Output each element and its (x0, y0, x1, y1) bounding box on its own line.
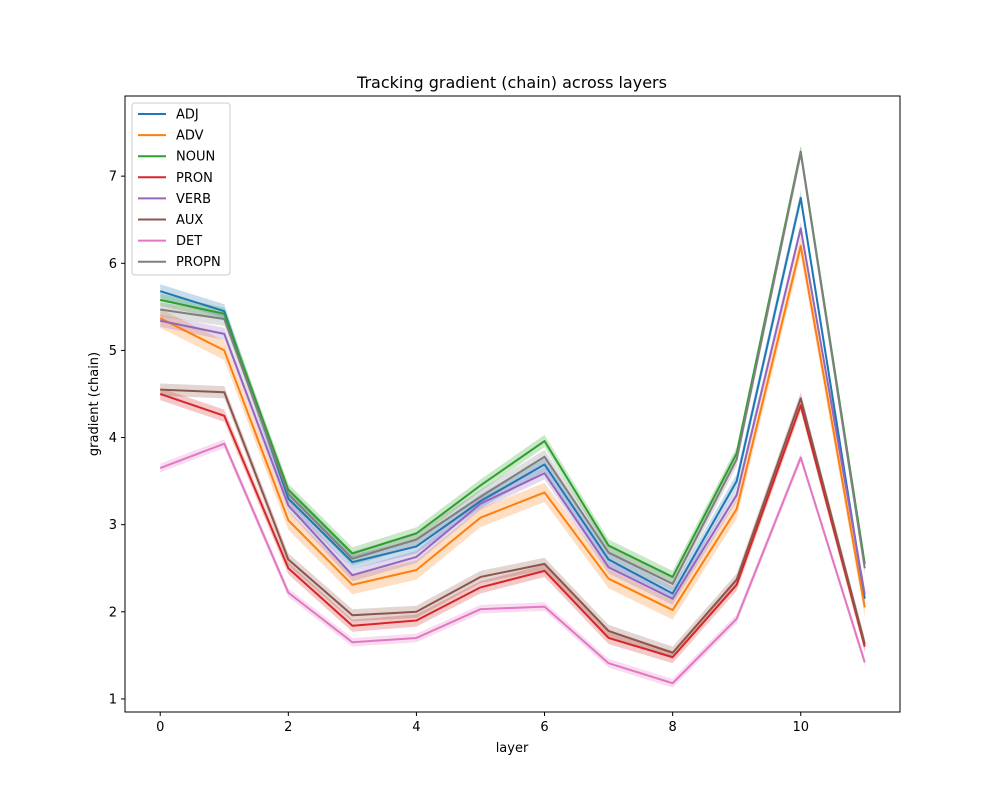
x-tick-label: 0 (156, 720, 164, 735)
legend-label-verb: VERB (176, 192, 211, 207)
series-line-propn (160, 151, 866, 585)
band-propn (160, 145, 865, 591)
legend-label-adj: ADJ (176, 108, 199, 123)
legend-label-det: DET (176, 234, 202, 249)
legend-box (131, 102, 231, 276)
series-line-pron (159, 393, 866, 659)
x-tick-label: 10 (792, 720, 809, 735)
x-tick-label: 6 (540, 720, 548, 735)
y-tick-label: 2 (109, 605, 117, 620)
legend-label-adv: ADV (176, 129, 204, 144)
x-tick-label: 4 (412, 720, 420, 735)
y-axis-label: gradient (chain) (87, 352, 102, 456)
legend-label-noun: NOUN (176, 150, 215, 165)
legend-label-pron: PRON (176, 171, 213, 186)
series-lines (159, 150, 866, 685)
series-line-aux (160, 388, 866, 654)
y-tick-label: 7 (109, 170, 117, 185)
y-tick-label: 3 (109, 518, 117, 533)
band-verb (160, 222, 865, 605)
legend-label-propn: PROPN (176, 255, 221, 270)
y-tick-label: 5 (109, 344, 117, 359)
y-tick-label: 1 (109, 692, 117, 707)
plot-frame (124, 95, 901, 713)
chart-title: Tracking gradient (chain) across layers (356, 73, 667, 92)
band-adj (160, 190, 865, 606)
x-tick-label: 2 (284, 720, 292, 735)
series-line-verb (160, 227, 866, 600)
y-tick-label: 6 (109, 257, 117, 272)
legend: ADJ ADV NOUN PRON VERB AUX DET PROPN (131, 102, 231, 276)
series-line-adv (159, 244, 866, 612)
series-line-det (159, 442, 866, 685)
x-tick-label: 8 (668, 720, 676, 735)
legend-label-aux: AUX (176, 213, 203, 228)
x-axis-ticks: 0 2 4 6 8 10 (156, 712, 809, 735)
x-axis-label: layer (496, 741, 529, 756)
y-axis-ticks: 1 2 3 4 5 6 7 (109, 170, 125, 707)
plot-area (125, 96, 900, 712)
y-tick-label: 4 (109, 431, 117, 446)
series-line-noun (160, 150, 866, 578)
